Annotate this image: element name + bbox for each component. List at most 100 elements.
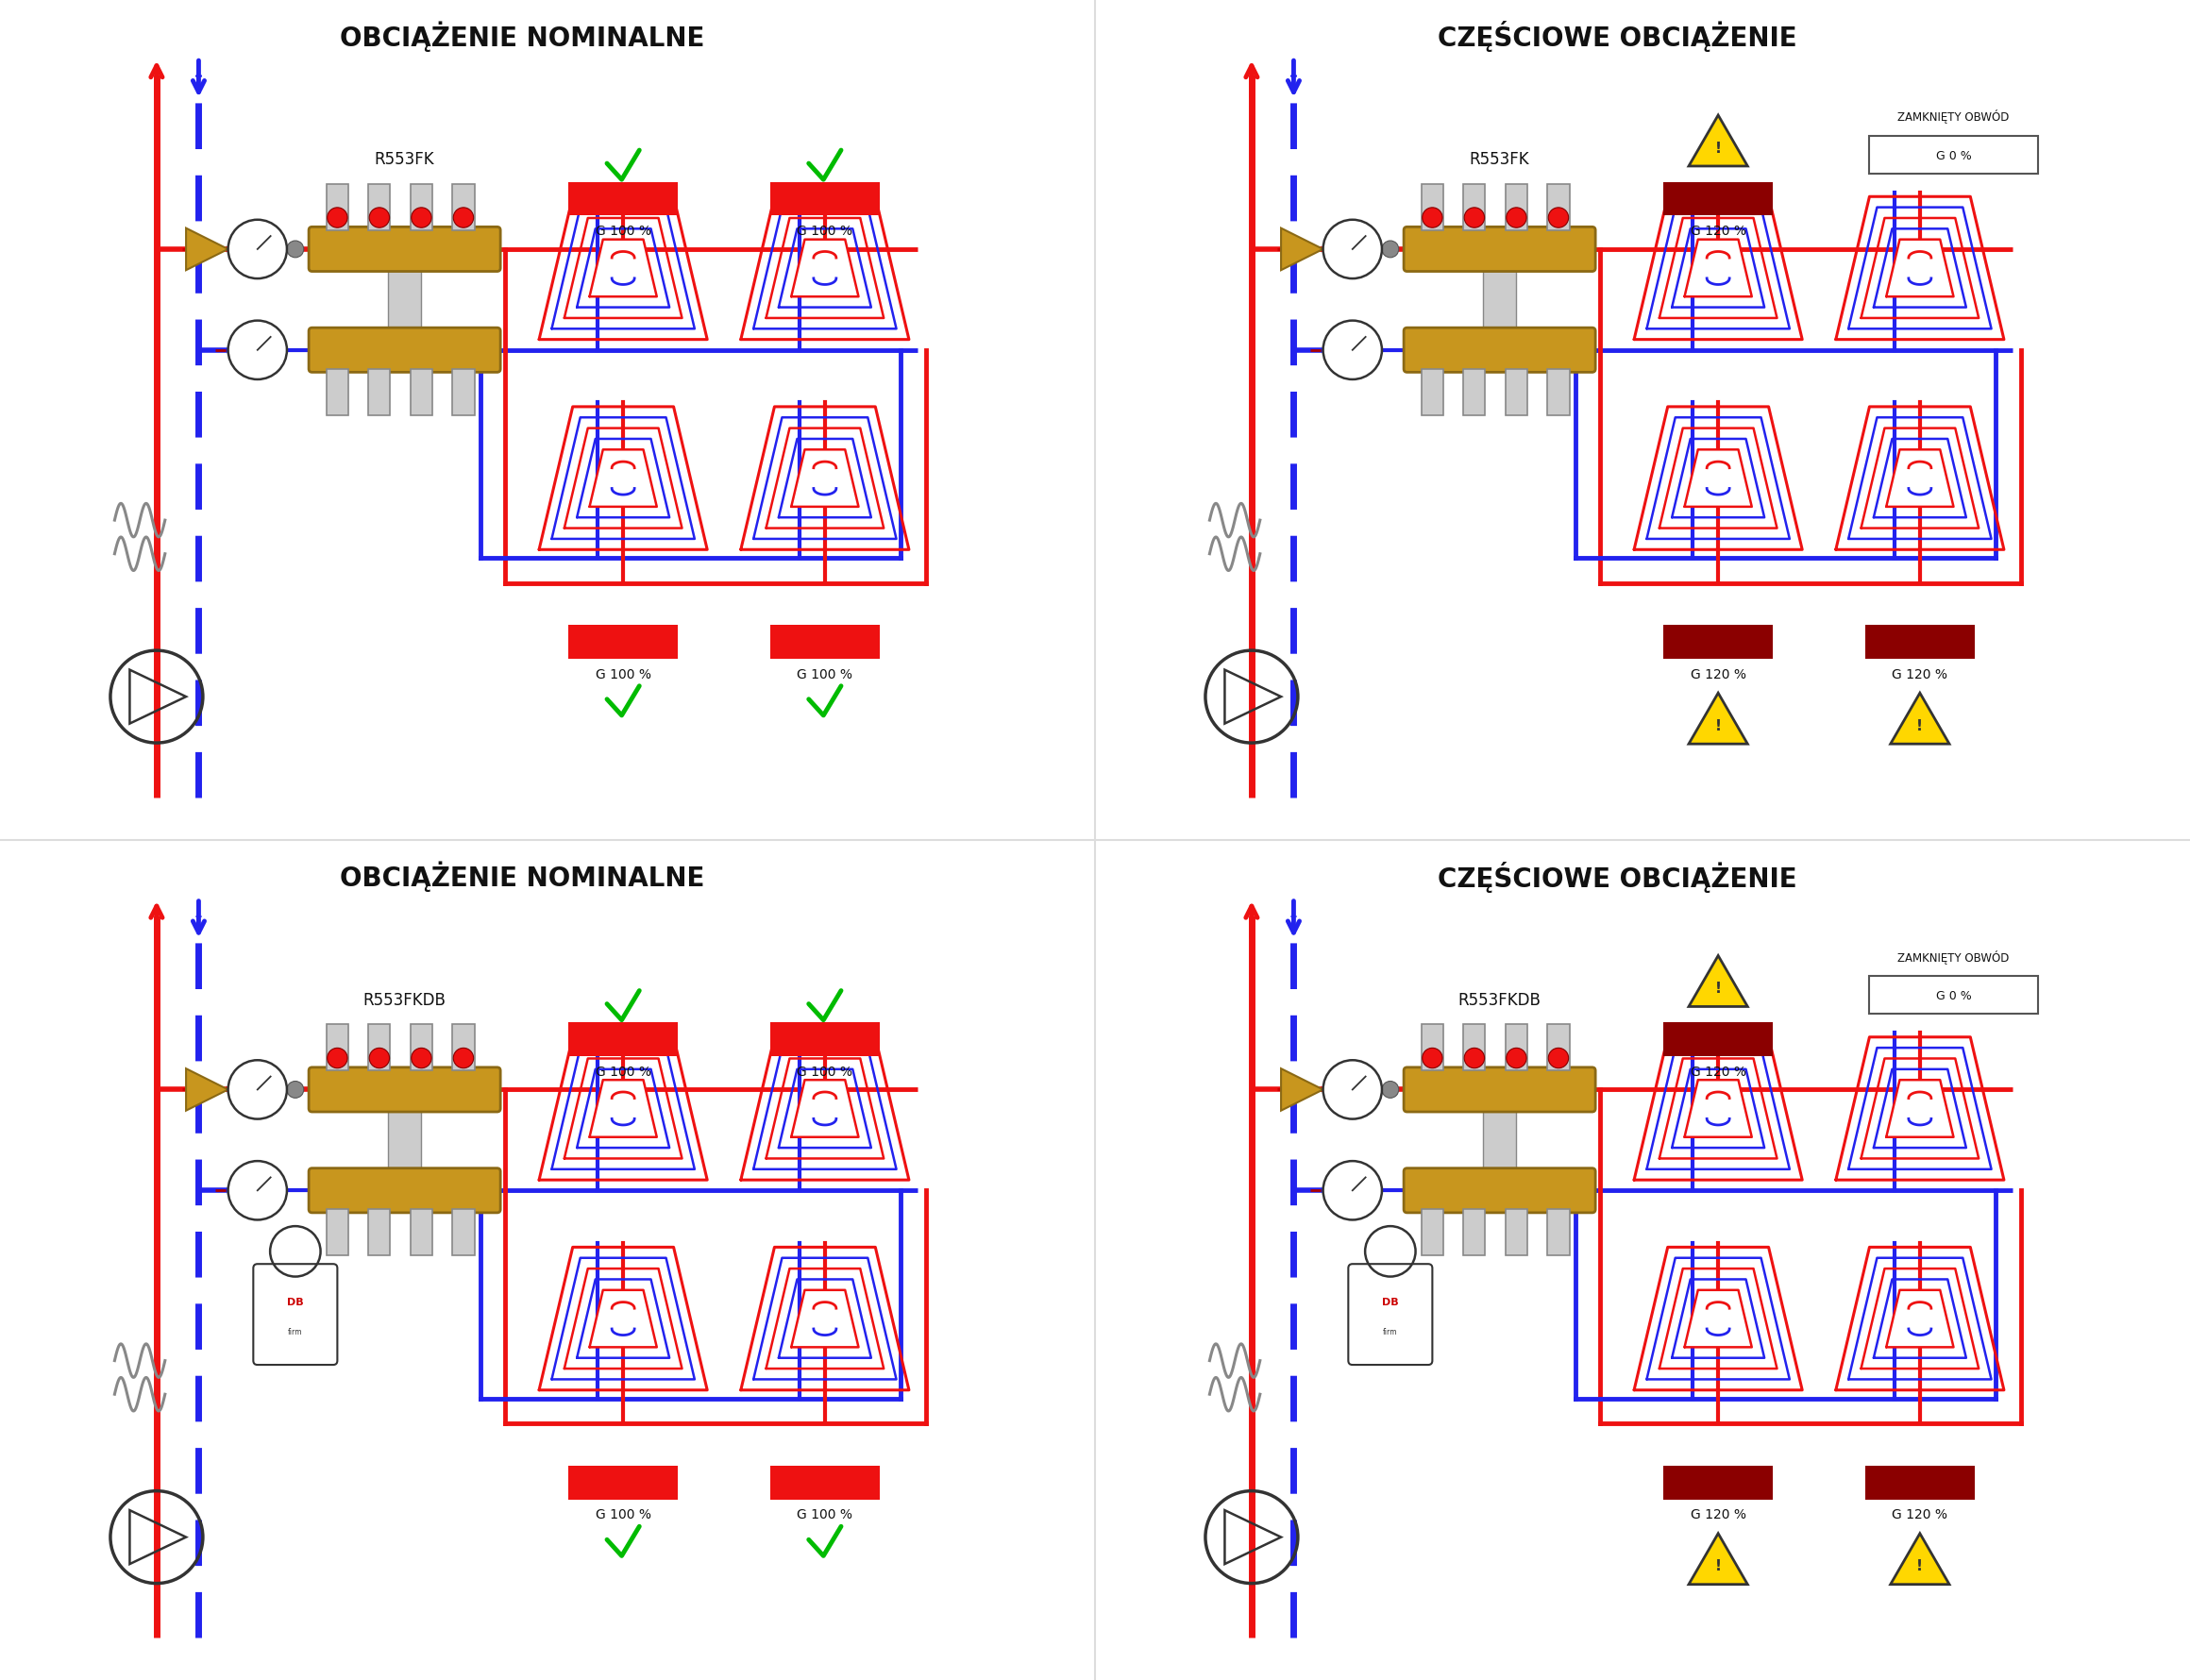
Circle shape [1323, 220, 1382, 279]
Polygon shape [186, 228, 228, 270]
Bar [1664, 627, 1772, 659]
FancyBboxPatch shape [1349, 1263, 1432, 1364]
Bar [569, 183, 677, 217]
Circle shape [412, 1048, 431, 1068]
Bar [453, 185, 475, 232]
Polygon shape [1684, 1080, 1752, 1137]
Circle shape [370, 1048, 390, 1068]
FancyBboxPatch shape [309, 329, 502, 373]
Text: R553FK: R553FK [1469, 151, 1529, 168]
Circle shape [287, 242, 304, 259]
Text: OBCIĄŻENIE NOMINALNE: OBCIĄŻENIE NOMINALNE [339, 22, 705, 52]
Circle shape [1323, 1161, 1382, 1220]
Circle shape [453, 208, 473, 228]
Circle shape [1548, 208, 1568, 228]
Bar [388, 269, 420, 333]
FancyBboxPatch shape [1404, 1169, 1597, 1213]
FancyBboxPatch shape [1404, 1068, 1597, 1112]
Circle shape [1382, 1082, 1399, 1099]
Text: CZĘŚCIOWE OBCIĄŻENIE: CZĘŚCIOWE OBCIĄŻENIE [1437, 22, 1798, 52]
Bar [410, 1210, 431, 1257]
Bar [368, 1025, 390, 1072]
Bar [1548, 1210, 1570, 1257]
Text: G 120 %: G 120 % [1892, 1509, 1947, 1520]
Bar [326, 185, 348, 232]
Circle shape [1548, 1048, 1568, 1068]
Circle shape [326, 1048, 348, 1068]
Text: G 100 %: G 100 % [596, 1065, 650, 1079]
Polygon shape [1684, 1290, 1752, 1347]
Bar [1421, 185, 1443, 232]
Circle shape [1356, 242, 1373, 259]
Bar [1463, 1025, 1485, 1072]
Text: G 100 %: G 100 % [596, 669, 650, 680]
Circle shape [1336, 1169, 1378, 1211]
Text: G 0 %: G 0 % [1936, 150, 1971, 161]
Text: ZAMKNIĘTY OBWÓD: ZAMKNIĘTY OBWÓD [1899, 949, 2010, 964]
Circle shape [228, 220, 287, 279]
Text: G 100 %: G 100 % [596, 1509, 650, 1520]
Polygon shape [186, 1068, 228, 1110]
Text: ZAMKNIĘTY OBWÓD: ZAMKNIĘTY OBWÓD [1899, 109, 2010, 124]
Circle shape [1507, 1048, 1526, 1068]
Text: G 100 %: G 100 % [596, 225, 650, 239]
Polygon shape [1886, 1290, 1953, 1347]
Polygon shape [791, 1290, 858, 1347]
Polygon shape [1688, 1534, 1748, 1584]
Text: !: ! [1916, 1559, 1923, 1572]
Text: !: ! [1715, 141, 1721, 155]
Bar [453, 1210, 475, 1257]
Bar [1505, 370, 1526, 417]
Polygon shape [1886, 240, 1953, 297]
Bar [1421, 370, 1443, 417]
Bar [368, 1210, 390, 1257]
Bar [410, 370, 431, 417]
Polygon shape [589, 1290, 657, 1347]
Text: G 120 %: G 120 % [1691, 1065, 1745, 1079]
Bar [1664, 1465, 1772, 1499]
Circle shape [412, 208, 431, 228]
Bar [1548, 370, 1570, 417]
Text: firm: firm [289, 1327, 302, 1336]
Bar [1505, 1210, 1526, 1257]
Circle shape [261, 242, 278, 259]
Bar [1463, 370, 1485, 417]
Bar [1505, 1025, 1526, 1072]
Text: G 120 %: G 120 % [1691, 669, 1745, 680]
Bar [410, 1025, 431, 1072]
Text: R553FKDB: R553FKDB [364, 991, 447, 1008]
Text: G 120 %: G 120 % [1892, 669, 1947, 680]
Circle shape [261, 1082, 278, 1099]
Bar [1870, 136, 2037, 175]
Circle shape [1465, 208, 1485, 228]
Circle shape [1465, 1048, 1485, 1068]
Bar [771, 1465, 880, 1499]
Polygon shape [1688, 956, 1748, 1006]
Text: G 0 %: G 0 % [1936, 990, 1971, 1001]
Bar [1463, 185, 1485, 232]
Text: !: ! [1715, 981, 1721, 995]
Text: !: ! [1715, 719, 1721, 732]
Text: firm: firm [1384, 1327, 1397, 1336]
Text: R553FK: R553FK [374, 151, 434, 168]
Bar [569, 1023, 677, 1057]
Bar [771, 183, 880, 217]
Polygon shape [589, 240, 657, 297]
Circle shape [241, 329, 283, 371]
Bar [1548, 185, 1570, 232]
FancyBboxPatch shape [254, 1263, 337, 1364]
Bar [368, 185, 390, 232]
Text: G 120 %: G 120 % [1691, 225, 1745, 239]
Text: DB: DB [1382, 1297, 1399, 1307]
Polygon shape [1688, 694, 1748, 744]
Bar [1664, 183, 1772, 217]
Circle shape [1323, 1060, 1382, 1119]
Text: G 120 %: G 120 % [1691, 1509, 1745, 1520]
Text: !: ! [1916, 719, 1923, 732]
Circle shape [326, 208, 348, 228]
Circle shape [1382, 242, 1399, 259]
Circle shape [228, 1161, 287, 1220]
Text: DB: DB [287, 1297, 304, 1307]
Polygon shape [1684, 450, 1752, 507]
Polygon shape [1684, 240, 1752, 297]
